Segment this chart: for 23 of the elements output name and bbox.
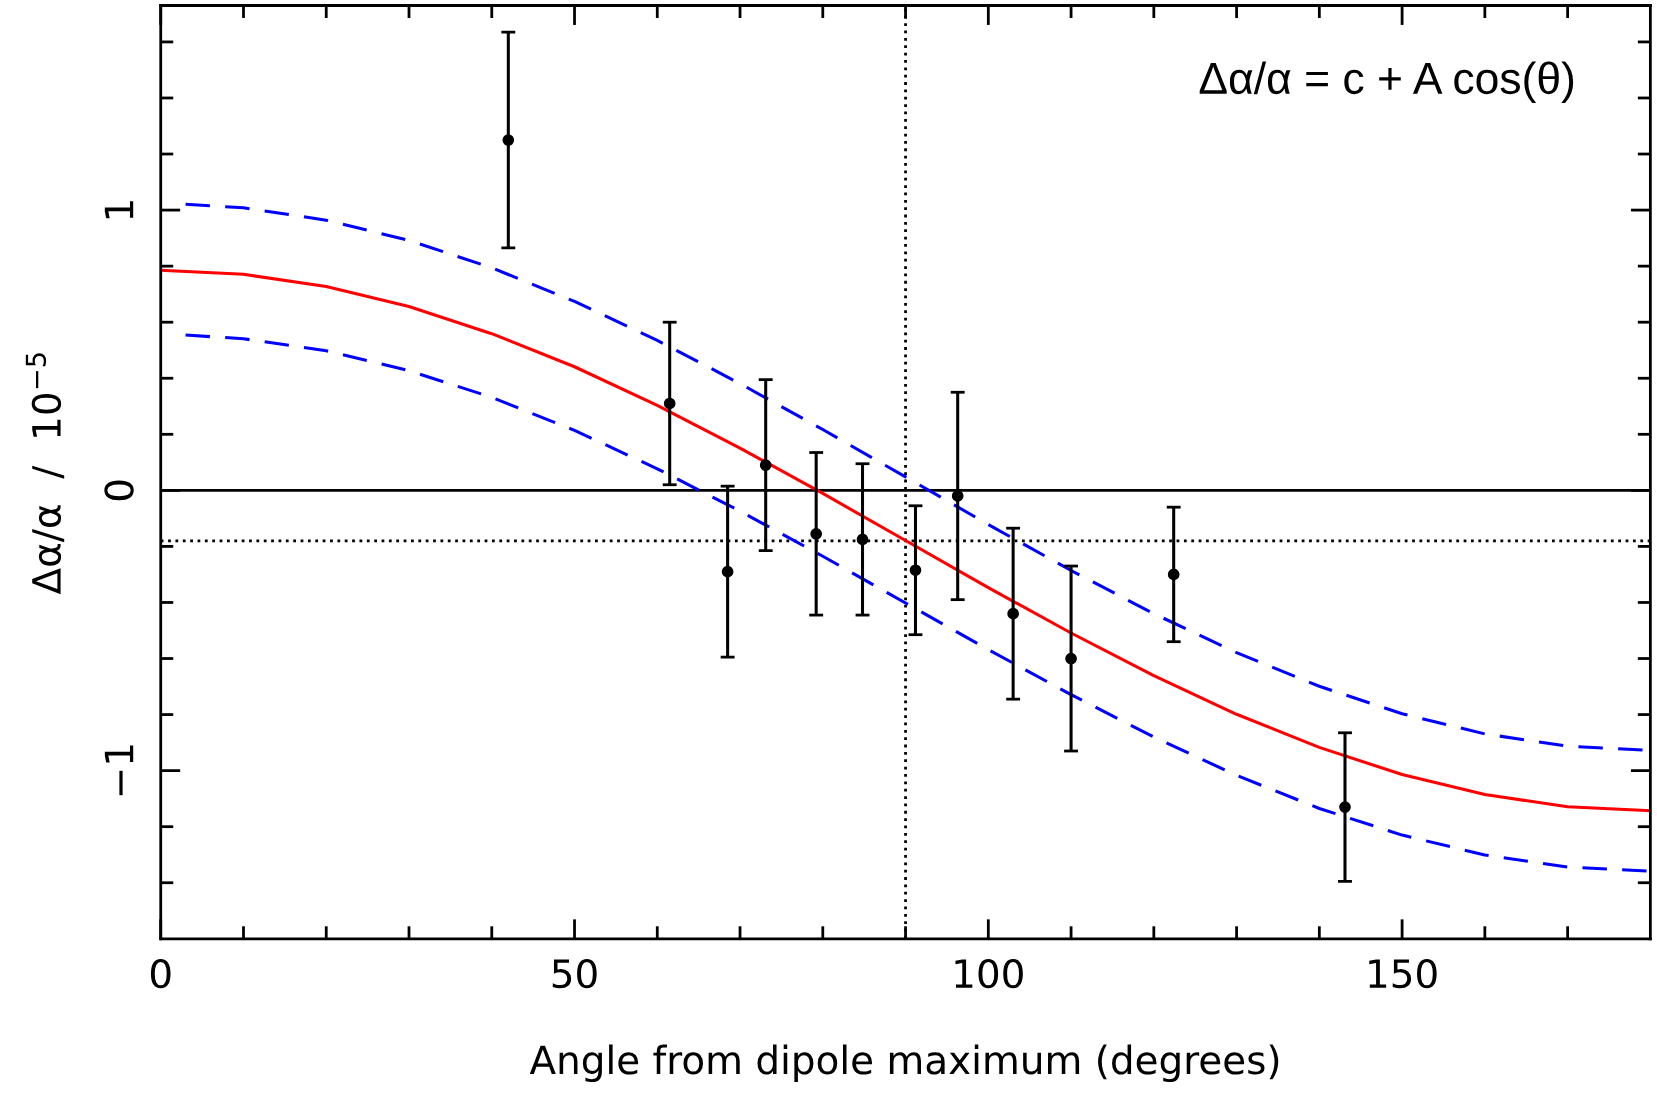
point (502, 134, 515, 146)
point (856, 533, 869, 546)
x-tick-label: 150 (1369, 958, 1437, 989)
point (909, 564, 922, 577)
y-tick-label: −1 (104, 745, 134, 796)
point (721, 565, 734, 578)
point (1007, 607, 1019, 620)
point (1167, 568, 1180, 581)
point (759, 459, 772, 471)
point (1065, 652, 1077, 665)
x-tick-label: 50 (552, 958, 597, 989)
line-series (160, 268, 1651, 813)
point (951, 490, 964, 502)
annotation: Δα/α = c + A cos(θ) (1199, 61, 1574, 103)
point (1339, 801, 1351, 813)
y-tick-label: 1 (104, 201, 134, 219)
x-tick-label: 0 (150, 958, 171, 989)
point (663, 397, 676, 410)
y-tick-label: 0 (104, 480, 134, 501)
y-axis-title: Δα/α / 10$^{−5}$ (25, 353, 65, 595)
x-axis-title: Angle from dipole maximum (degrees) (529, 1044, 1279, 1083)
x-tick-label: 100 (955, 958, 1023, 989)
point (810, 527, 823, 540)
